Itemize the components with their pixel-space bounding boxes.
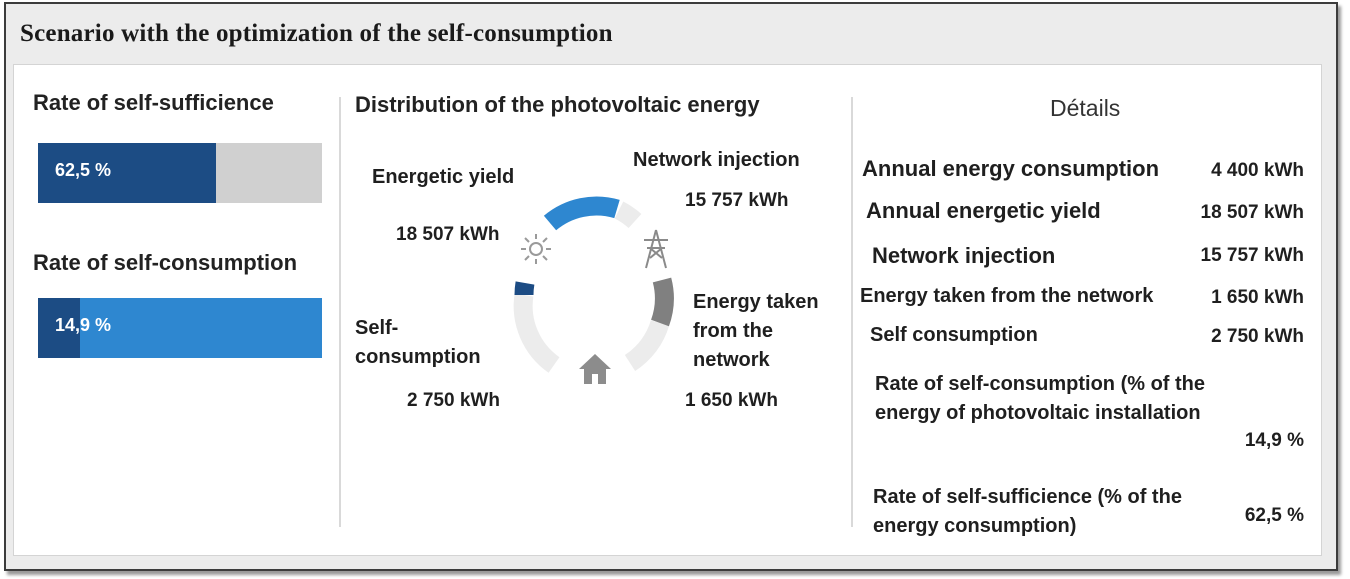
self-consumption-bar-fill: [38, 298, 81, 358]
energy-taken-label-line3: network: [693, 349, 770, 371]
pylon-icon: [644, 229, 668, 269]
house-icon: [579, 354, 611, 384]
detail-label-self-consumption: Self consumption: [870, 324, 1038, 346]
energetic-yield-label: Energetic yield: [372, 166, 515, 188]
detail-value-energy-taken: 1 650 kWh: [1211, 287, 1304, 308]
network-injection-value: 15 757 kWh: [685, 190, 789, 211]
self-consumption-label: Rate of self-consumption: [33, 250, 298, 275]
distribution-title: Distribution of the photovoltaic energy: [355, 92, 760, 117]
self-consumption-bar: 14,9 %: [38, 298, 322, 358]
detail-value-rate-self-consumption: 14,9 %: [1244, 430, 1304, 451]
energy-taken-label: Energy taken from the network: [693, 288, 819, 375]
sun-icon: [521, 234, 551, 264]
detail-label-annual-consumption: Annual energy consumption: [862, 156, 1160, 181]
detail-label-network-injection: Network injection: [872, 243, 1056, 268]
energetic-yield-value: 18 507 kWh: [396, 224, 500, 245]
self-consumption-mid-value: 2 750 kWh: [407, 390, 500, 411]
energy-taken-label-line1: Energy taken: [693, 291, 819, 313]
detail-label-rate-self-consumption: Rate of self-consumption (% of the energ…: [875, 373, 1205, 424]
detail-value-annual-consumption: 4 400 kWh: [1211, 160, 1304, 181]
ring-segment-taken: [650, 277, 674, 327]
detail-value-rate-self-sufficience: 62,5 %: [1244, 505, 1304, 526]
network-injection-label: Network injection: [633, 149, 800, 171]
ring-segment-self: [513, 293, 560, 373]
self-sufficience-bar: 62,5 %: [38, 143, 322, 203]
self-consumption-mid-label: Self- consumption: [355, 314, 481, 372]
details-title: Détails: [1050, 95, 1121, 121]
ring-segment-taken-light: [624, 319, 670, 371]
detail-label-annual-yield: Annual energetic yield: [866, 198, 1101, 223]
detail-label-rate-self-sufficience: Rate of self-sufficience (% of the energ…: [873, 486, 1182, 537]
detail-value-annual-yield: 18 507 kWh: [1200, 202, 1305, 223]
self-sufficience-value: 62,5 %: [55, 160, 112, 180]
self-consumption-mid-label-line2: consumption: [355, 346, 481, 368]
detail-value-network-injection: 15 757 kWh: [1200, 245, 1305, 266]
self-sufficience-bar-fill: [38, 143, 216, 203]
detail-value-self-consumption: 2 750 kWh: [1211, 326, 1304, 347]
window-title: Scenario with the optimization of the se…: [20, 20, 613, 47]
energy-taken-label-line2: from the: [693, 320, 773, 342]
energy-taken-value: 1 650 kWh: [685, 390, 778, 411]
ring-segment-injection: [543, 196, 620, 231]
divider-left: [339, 97, 341, 527]
ring-segment-injection-end: [614, 201, 642, 229]
self-consumption-value: 14,9 %: [55, 315, 112, 335]
distribution-ring: [513, 196, 674, 373]
self-consumption-mid-label-line1: Self-: [355, 317, 399, 339]
self-sufficience-label: Rate of self-sufficience: [33, 90, 274, 115]
divider-right: [851, 97, 853, 527]
ring-segment-self-dark: [514, 281, 535, 296]
detail-label-energy-taken: Energy taken from the network: [860, 285, 1154, 307]
